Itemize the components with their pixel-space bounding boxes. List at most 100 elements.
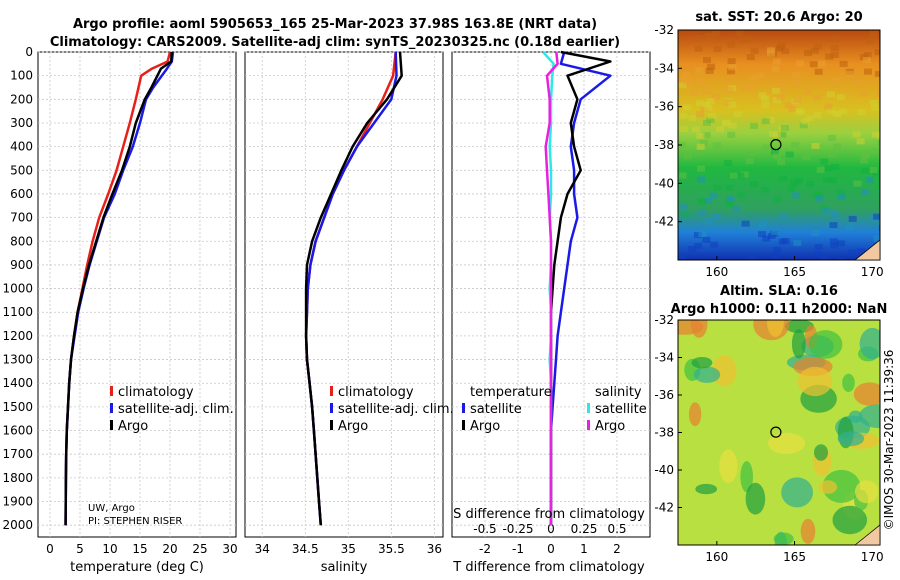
sst-texture-cell [871, 148, 880, 155]
imos-timestamp-label: ©IMOS 30-Mar-2023 11:39:36 [882, 350, 896, 531]
series-line-argo [64, 51, 174, 526]
sla-texture-blob [745, 482, 766, 515]
sst-texture-cell [712, 213, 721, 220]
y-tick-label: 1400 [2, 376, 33, 390]
sst-texture-cell [870, 104, 879, 111]
map-y-tick-label: -42 [654, 501, 674, 515]
sla-texture-blob [719, 449, 738, 484]
sst-texture-cell [781, 125, 789, 132]
argo-position-marker [770, 139, 782, 151]
sst-texture-cell [762, 144, 770, 151]
sst-texture-cell [827, 134, 836, 141]
sst-texture-cell [837, 258, 846, 260]
sla-texture-blob [818, 480, 838, 494]
sst-texture-cell [829, 210, 838, 216]
sst-texture-cell [832, 143, 841, 150]
x2-tick-label: -0.5 [473, 522, 496, 536]
sst-texture-cell [679, 125, 688, 132]
sla-map-title: Altim. SLA: 0.16 [720, 284, 838, 299]
x-tick-label: -2 [479, 542, 491, 556]
sst-map-image [678, 30, 880, 260]
sst-texture-cell [736, 172, 745, 179]
sst-texture-cell [861, 167, 870, 174]
x-tick-label: 30 [222, 542, 237, 556]
sst-texture-cell [772, 58, 781, 65]
sst-texture-cell [728, 64, 737, 71]
map-x-tick-label: 165 [783, 265, 806, 279]
x-tick-label: 1 [580, 542, 588, 556]
sst-texture-cell [820, 255, 829, 260]
y-tick-label: 500 [10, 163, 33, 177]
sst-texture-cell [740, 85, 749, 92]
sst-texture-cell [741, 220, 750, 227]
x-tick-label: 0 [547, 542, 555, 556]
sst-texture-cell [795, 108, 804, 115]
sst-texture-cell [688, 114, 697, 121]
sst-texture-cell [723, 119, 732, 126]
sst-texture-cell [770, 252, 779, 259]
map-y-tick-label: -34 [654, 61, 674, 75]
legend-swatch-argo [330, 420, 333, 430]
sst-texture-cell [758, 223, 767, 230]
sla-map-title2: Argo h1000: 0.11 h2000: NaN [671, 302, 888, 317]
map-x-tick-label: 160 [705, 550, 728, 564]
sst-texture-cell [733, 111, 742, 118]
sst-texture-cell [788, 106, 797, 112]
sst-texture-cell [775, 45, 784, 52]
sst-texture-cell [766, 47, 775, 54]
sst-texture-cell [830, 45, 839, 52]
sst-texture-cell [812, 192, 821, 198]
x-tick-label: 35 [341, 542, 356, 556]
y-tick-label: 1800 [2, 471, 33, 485]
sst-texture-cell [770, 148, 779, 155]
sst-texture-cell [758, 92, 767, 99]
sst-texture-cell [869, 99, 878, 106]
sst-texture-cell [756, 72, 765, 79]
map-x-tick-label: 170 [861, 265, 884, 279]
sst-texture-cell [702, 88, 711, 95]
legend-title-temperature: temperature [470, 385, 552, 400]
sst-texture-cell [777, 82, 786, 89]
sst-texture-cell [697, 165, 706, 172]
sst-texture-cell [678, 82, 687, 89]
temperature-panel-frame [37, 51, 237, 538]
sla-texture-blob [688, 402, 702, 427]
salinity-legend: climatology satellite-adj. clim. Argo [330, 385, 454, 434]
sst-texture-cell [845, 223, 854, 230]
sst-texture-cell [806, 180, 815, 187]
map-y-tick-label: -38 [654, 138, 674, 152]
sst-texture-cell [750, 47, 759, 54]
sst-texture-cell [793, 79, 801, 86]
y-tick-label: 1600 [2, 424, 33, 438]
map-x-tick-label: 165 [783, 550, 806, 564]
sst-texture-cell [744, 36, 753, 43]
sst-texture-cell [747, 83, 756, 90]
sst-texture-cell [860, 157, 868, 164]
sst-texture-cell [726, 196, 735, 203]
sst-texture-cell [683, 153, 692, 160]
sst-texture-cell [813, 94, 822, 101]
sst-texture-cell [865, 176, 874, 183]
y-tick-label: 1900 [2, 495, 33, 509]
sst-texture-cell [679, 203, 688, 210]
y-tick-label: 600 [10, 187, 33, 201]
map-y-tick-label: -36 [654, 100, 674, 114]
x2-tick-label: 0 [547, 522, 555, 536]
x-tick-label: 10 [102, 542, 117, 556]
sst-texture-cell [761, 101, 770, 108]
sla-texture-blob [832, 505, 868, 535]
sst-texture-cell [857, 109, 866, 116]
sst-texture-cell [795, 177, 803, 184]
sst-texture-cell [688, 246, 697, 252]
map-x-tick-label: 170 [861, 550, 884, 564]
salinity-panel-frame [244, 51, 444, 538]
sst-texture-cell [725, 184, 734, 191]
sst-texture-cell [824, 165, 833, 172]
sst-texture-cell [776, 94, 785, 101]
sst-texture-cell [712, 142, 721, 149]
sst-texture-cell [813, 251, 822, 257]
map-y-tick-label: -34 [654, 351, 674, 365]
sst-texture-cell [872, 170, 880, 177]
salinity-axis-label: salinity [321, 560, 368, 575]
legend-swatch-climatology [330, 386, 333, 396]
